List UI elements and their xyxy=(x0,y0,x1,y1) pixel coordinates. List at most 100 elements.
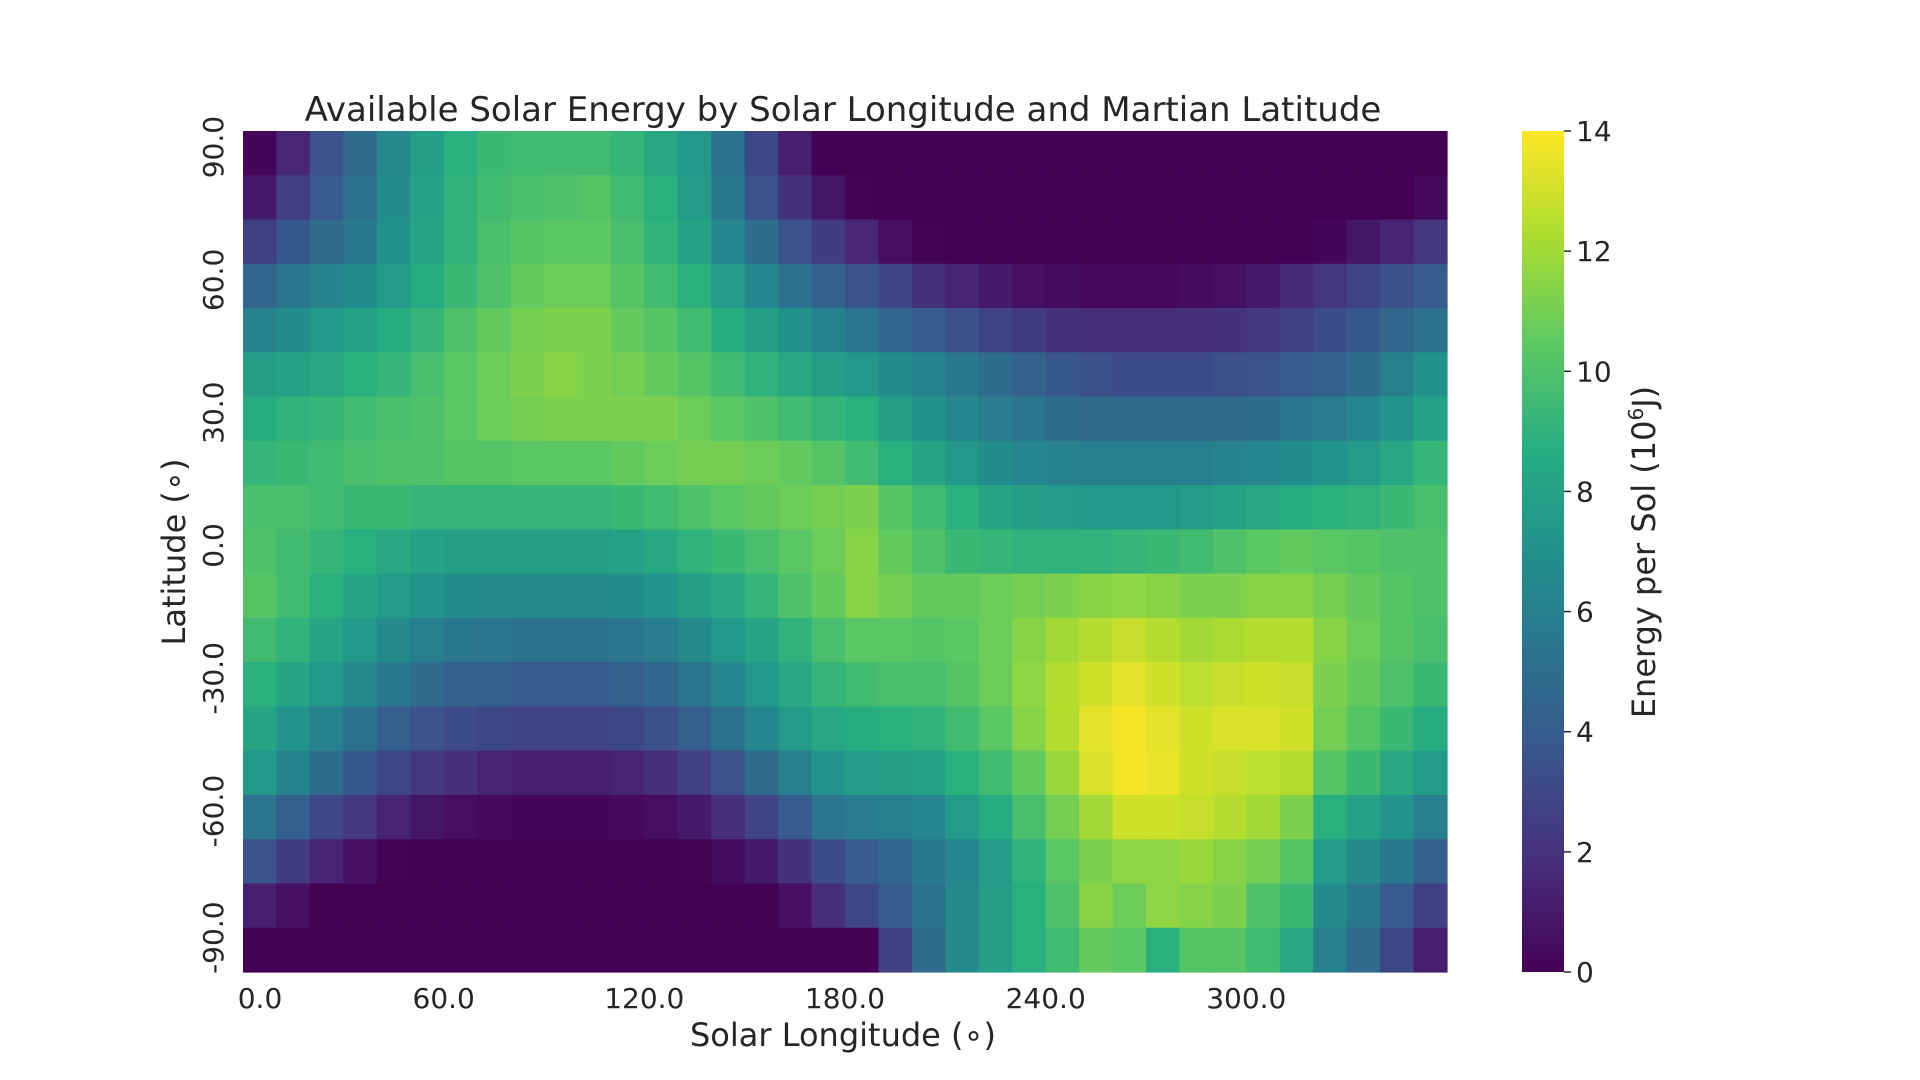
heatmap-cell xyxy=(276,750,311,796)
heatmap-cell xyxy=(1279,883,1314,929)
heatmap-cell xyxy=(343,308,378,353)
heatmap-cell xyxy=(1313,308,1348,353)
heatmap-cell xyxy=(1380,440,1415,486)
heatmap-cell xyxy=(911,617,946,663)
heatmap-cell xyxy=(978,529,1013,575)
heatmap-cell xyxy=(911,131,946,176)
heatmap-cell xyxy=(443,219,478,265)
heatmap-cell xyxy=(711,706,746,752)
heatmap-cell xyxy=(443,396,478,442)
heatmap-cell xyxy=(1112,308,1147,353)
heatmap-cell xyxy=(711,573,746,619)
heatmap-cell xyxy=(1313,617,1348,663)
heatmap-cell xyxy=(811,440,846,486)
heatmap-cell xyxy=(510,131,545,176)
heatmap-cell xyxy=(276,396,311,442)
heatmap-cell xyxy=(1246,573,1281,619)
colorbar-tick-label: 6 xyxy=(1576,596,1594,629)
heatmap-cell xyxy=(343,883,378,929)
heatmap-cell xyxy=(845,794,880,840)
heatmap-cell xyxy=(1279,617,1314,663)
heatmap-cell xyxy=(1313,175,1348,221)
heatmap-cell xyxy=(1212,219,1247,265)
heatmap-cell xyxy=(610,662,645,708)
heatmap-cell xyxy=(1079,794,1114,840)
heatmap-cell xyxy=(1112,883,1147,929)
heatmap-cell xyxy=(343,706,378,752)
heatmap-cell xyxy=(811,131,846,176)
heatmap-cell xyxy=(544,617,579,663)
heatmap-cell xyxy=(811,883,846,929)
heatmap-cell xyxy=(1012,131,1047,176)
heatmap-cell xyxy=(1380,927,1415,973)
heatmap-cell xyxy=(677,883,712,929)
heatmap-cell xyxy=(1279,794,1314,840)
heatmap-cell xyxy=(1079,131,1114,176)
heatmap-cell xyxy=(1279,308,1314,353)
heatmap-cell xyxy=(309,573,344,619)
heatmap-cell xyxy=(1212,883,1247,929)
heatmap-cell xyxy=(978,440,1013,486)
heatmap-cell xyxy=(878,927,913,973)
heatmap-cell xyxy=(677,573,712,619)
heatmap-cell xyxy=(477,352,512,398)
heatmap-cell xyxy=(1179,308,1214,353)
heatmap-cell xyxy=(878,308,913,353)
heatmap-cell xyxy=(677,706,712,752)
heatmap-cell xyxy=(1212,131,1247,176)
heatmap-cell xyxy=(778,175,813,221)
y-tick-label: -90.0 xyxy=(197,901,230,973)
heatmap-cell xyxy=(644,617,679,663)
heatmap-cell xyxy=(644,263,679,309)
heatmap-cell xyxy=(1380,750,1415,796)
heatmap-cell xyxy=(1012,706,1047,752)
heatmap-cell xyxy=(610,440,645,486)
heatmap-cell xyxy=(677,352,712,398)
heatmap-cell xyxy=(1146,839,1181,885)
heatmap-cell xyxy=(1413,617,1448,663)
heatmap-cell xyxy=(376,706,411,752)
heatmap-cell xyxy=(276,219,311,265)
heatmap-cell xyxy=(878,529,913,575)
heatmap-cell xyxy=(945,131,980,176)
heatmap-cell xyxy=(376,573,411,619)
heatmap-cell xyxy=(811,927,846,973)
heatmap-cell xyxy=(1012,750,1047,796)
heatmap-cell xyxy=(1112,529,1147,575)
heatmap-cell xyxy=(711,352,746,398)
heatmap-cell xyxy=(1313,352,1348,398)
heatmap-cell xyxy=(1279,927,1314,973)
heatmap-cell xyxy=(778,308,813,353)
heatmap-cell xyxy=(1012,573,1047,619)
heatmap-cell xyxy=(1045,308,1080,353)
heatmap-cell xyxy=(477,706,512,752)
heatmap-cell xyxy=(1346,485,1381,530)
heatmap-cell xyxy=(677,485,712,530)
heatmap-cell xyxy=(644,485,679,530)
heatmap-cell xyxy=(1179,662,1214,708)
heatmap-cell xyxy=(945,352,980,398)
heatmap-cell xyxy=(510,352,545,398)
heatmap-cell xyxy=(911,883,946,929)
heatmap-cell xyxy=(677,794,712,840)
heatmap-cell xyxy=(711,839,746,885)
heatmap-cell xyxy=(1146,396,1181,442)
heatmap-cell xyxy=(644,175,679,221)
heatmap-cell xyxy=(711,927,746,973)
heatmap-cell xyxy=(845,263,880,309)
heatmap-cell xyxy=(477,308,512,353)
y-tick-label: -60.0 xyxy=(197,775,230,847)
heatmap-cell xyxy=(276,440,311,486)
heatmap-cell xyxy=(309,440,344,486)
heatmap-cell xyxy=(544,485,579,530)
heatmap-cell xyxy=(544,706,579,752)
x-axis-label: Solar Longitude (∘) xyxy=(690,1016,996,1054)
heatmap-cell xyxy=(677,927,712,973)
heatmap-cell xyxy=(1313,573,1348,619)
heatmap-cell xyxy=(1079,662,1114,708)
heatmap-cell xyxy=(443,706,478,752)
heatmap-cell xyxy=(1112,839,1147,885)
heatmap-cell xyxy=(711,175,746,221)
heatmap-cell xyxy=(610,927,645,973)
heatmap-cell xyxy=(1246,750,1281,796)
